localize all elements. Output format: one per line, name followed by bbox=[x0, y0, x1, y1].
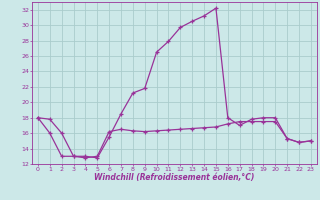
X-axis label: Windchill (Refroidissement éolien,°C): Windchill (Refroidissement éolien,°C) bbox=[94, 173, 255, 182]
